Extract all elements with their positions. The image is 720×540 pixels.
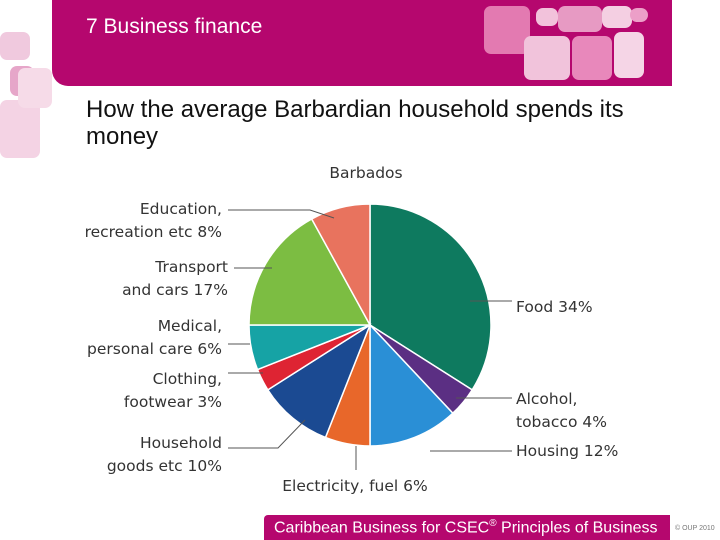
slice-label-housing: Housing 12% [516, 442, 618, 460]
chart-title: Barbados [329, 164, 402, 182]
footer-text: Caribbean Business for CSEC® Principles … [274, 518, 658, 537]
decorative-square [630, 8, 648, 22]
slice-label-transport-and-cars: Transport [154, 258, 228, 276]
pie-slice-housing [369, 323, 454, 447]
leader-line-education-recreation-etc [228, 209, 335, 219]
pie-slice-household-goods-etc [266, 323, 372, 439]
slice-label-education-recreation-etc: Education, [140, 200, 222, 218]
decorative-square [0, 100, 40, 158]
pie-slice-transport-and-cars [248, 217, 372, 326]
section-title: 7 Business finance [86, 15, 263, 38]
header-banner [52, 0, 672, 86]
slice-label-food: Food 34% [516, 298, 593, 316]
registered-mark: ® [489, 518, 497, 529]
decorative-square [602, 6, 632, 28]
leader-line-household-goods-etc [228, 419, 306, 449]
decorative-square [614, 32, 644, 78]
decorative-square [572, 36, 612, 80]
decorative-square [524, 36, 570, 80]
slice-label-household-goods-etc: Household [140, 434, 222, 452]
slice-label-clothing-footwear: Clothing, [153, 370, 222, 388]
footer-bar: Caribbean Business for CSEC® Principles … [264, 515, 670, 540]
slice-label-education-recreation-etc: recreation etc 8% [85, 223, 222, 241]
decorative-square [558, 6, 602, 32]
footer-text-main: Caribbean Business for CSEC [274, 519, 490, 537]
slice-label-electricity-fuel: Electricity, fuel 6% [282, 477, 428, 495]
footer-text-rest: Principles of Business [496, 519, 658, 537]
copyright: © OUP 2010 [675, 525, 715, 532]
slice-label-medical-personal-care: Medical, [158, 317, 222, 335]
slice-label-alcohol-tobacco: tobacco 4% [516, 413, 607, 431]
slice-label-clothing-footwear: footwear 3% [124, 393, 222, 411]
decorative-square [18, 68, 52, 108]
slice-label-alcohol-tobacco: Alcohol, [516, 390, 577, 408]
decorative-square [536, 8, 558, 26]
decorative-square [0, 32, 30, 60]
slice-label-medical-personal-care: personal care 6% [87, 340, 222, 358]
decorative-square [484, 6, 530, 54]
slice-label-transport-and-cars: and cars 17% [122, 281, 228, 299]
slide-title: How the average Barbardian household spe… [86, 96, 624, 150]
slice-label-household-goods-etc: goods etc 10% [107, 457, 222, 475]
pie-slice-education-recreation-etc [310, 203, 371, 326]
